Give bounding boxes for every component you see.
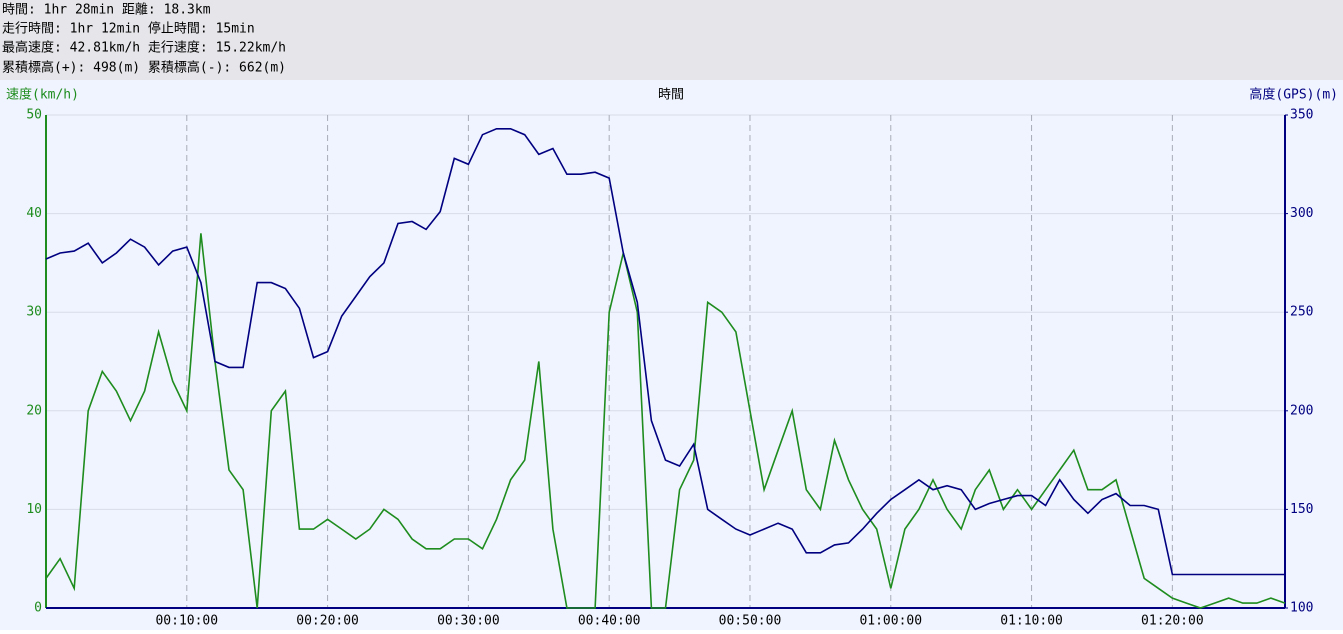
series-line	[45, 128, 1285, 576]
series-line	[45, 233, 1286, 609]
stat-line: 走行時間: 1hr 12min 停止時間: 15min	[2, 21, 255, 37]
x-tick-label: 00:50:00	[719, 614, 782, 629]
y-tick-label: 40	[26, 206, 42, 221]
x-tick-label: 01:00:00	[859, 614, 922, 629]
x-tick-label: 01:20:00	[1141, 614, 1204, 629]
y2-tick-label: 150	[1290, 502, 1313, 517]
y-tick-label: 20	[26, 403, 42, 418]
chart-bg	[0, 80, 1343, 630]
y2-tick-label: 100	[1290, 601, 1313, 616]
y2-tick-label: 300	[1290, 206, 1313, 221]
y2-tick-label: 350	[1290, 108, 1313, 123]
y-axis-title: 速度(km/h)	[6, 87, 79, 103]
y2-tick-label: 250	[1290, 305, 1313, 320]
x-tick-label: 00:30:00	[437, 614, 500, 629]
x-axis-title: 時間	[658, 88, 684, 103]
y-tick-label: 10	[26, 502, 42, 517]
x-tick-label: 00:10:00	[155, 614, 218, 629]
x-tick-label: 01:10:00	[1000, 614, 1063, 629]
header-bg	[0, 0, 1343, 80]
stat-line: 累積標高(+): 498(m) 累積標高(-): 662(m)	[2, 60, 286, 76]
stat-line: 時間: 1hr 28min 距離: 18.3km	[2, 3, 211, 18]
stat-line: 最高速度: 42.81km/h 走行速度: 15.22km/h	[2, 40, 286, 56]
x-tick-label: 00:20:00	[296, 614, 359, 629]
y2-axis-title: 高度(GPS)(m)	[1249, 87, 1338, 103]
y-tick-label: 50	[26, 108, 42, 123]
y2-tick-label: 200	[1290, 403, 1313, 418]
y-tick-label: 30	[26, 305, 42, 320]
x-tick-label: 00:40:00	[578, 614, 641, 629]
y-tick-label: 0	[34, 601, 42, 616]
